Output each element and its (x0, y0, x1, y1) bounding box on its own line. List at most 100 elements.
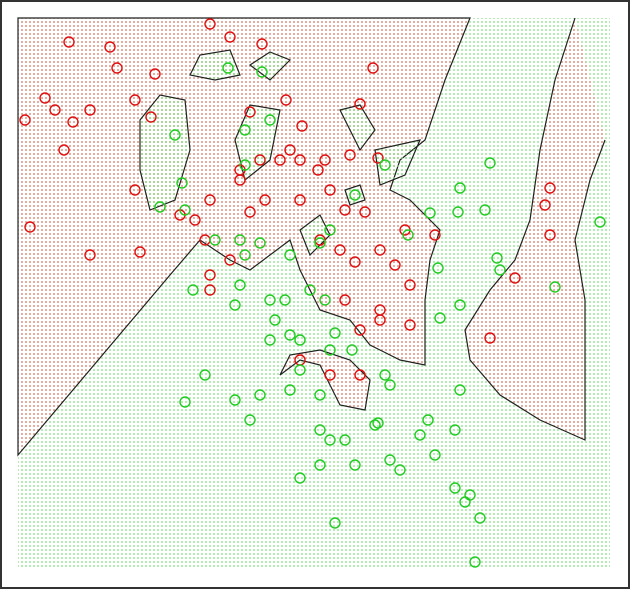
point (324, 224, 336, 236)
point (294, 472, 306, 484)
point (129, 184, 141, 196)
point (63, 36, 75, 48)
point (484, 332, 496, 344)
point (402, 229, 414, 241)
point (509, 272, 521, 284)
point (284, 249, 296, 261)
point (294, 364, 306, 376)
point (244, 206, 256, 218)
green-island (139, 49, 422, 257)
point (379, 159, 391, 171)
point (349, 256, 361, 268)
point (224, 254, 236, 266)
point (264, 294, 276, 306)
point (474, 512, 486, 524)
point (384, 454, 396, 466)
point (424, 207, 436, 219)
point (84, 104, 96, 116)
point (354, 369, 366, 381)
point (369, 419, 381, 431)
point (422, 414, 434, 426)
point (254, 389, 266, 401)
point (234, 234, 246, 246)
point (111, 62, 123, 74)
point (154, 201, 166, 213)
point (491, 252, 503, 264)
point (389, 259, 401, 271)
red-island (279, 349, 371, 411)
point (224, 31, 236, 43)
point (314, 234, 326, 246)
point (314, 389, 326, 401)
decision-regions (17, 17, 610, 568)
point (484, 157, 496, 169)
point (449, 482, 461, 494)
point (209, 234, 221, 246)
point (454, 182, 466, 194)
point (294, 194, 306, 206)
point (339, 294, 351, 306)
point (222, 62, 234, 74)
point (24, 221, 36, 233)
point (394, 464, 406, 476)
point (84, 249, 96, 261)
point (429, 449, 441, 461)
point (539, 199, 551, 211)
point (294, 154, 306, 166)
point (469, 556, 481, 568)
point (169, 129, 181, 141)
point (379, 369, 391, 381)
point (264, 114, 276, 126)
point (319, 154, 331, 166)
point (259, 194, 271, 206)
point (256, 66, 268, 78)
point (284, 329, 296, 341)
point (179, 204, 191, 216)
point (384, 379, 396, 391)
point (452, 206, 464, 218)
point (149, 68, 161, 80)
point (414, 429, 426, 441)
point (359, 206, 371, 218)
point (544, 182, 556, 194)
point (204, 194, 216, 206)
point (19, 114, 31, 126)
point (58, 144, 70, 156)
point (346, 344, 358, 356)
point (324, 369, 336, 381)
point (256, 38, 268, 50)
point (494, 264, 506, 276)
red-region (464, 17, 606, 441)
point (280, 94, 292, 106)
point (279, 294, 291, 306)
point (234, 279, 246, 291)
point (134, 246, 146, 258)
point (544, 229, 556, 241)
point (367, 62, 379, 74)
point (39, 92, 51, 104)
point (284, 144, 296, 156)
point (404, 279, 416, 291)
point (314, 424, 326, 436)
point (254, 237, 266, 249)
point (187, 284, 199, 296)
point (284, 384, 296, 396)
point (244, 106, 256, 118)
point (329, 327, 341, 339)
point (239, 124, 251, 136)
point (349, 459, 361, 471)
point (449, 424, 461, 436)
point (204, 269, 216, 281)
point (199, 369, 211, 381)
point (349, 189, 361, 201)
point (129, 94, 141, 106)
point (432, 262, 444, 274)
point (372, 417, 384, 429)
point (314, 459, 326, 471)
point (67, 116, 79, 128)
point (324, 344, 336, 356)
point (434, 312, 446, 324)
point (104, 41, 116, 53)
point (319, 294, 331, 306)
